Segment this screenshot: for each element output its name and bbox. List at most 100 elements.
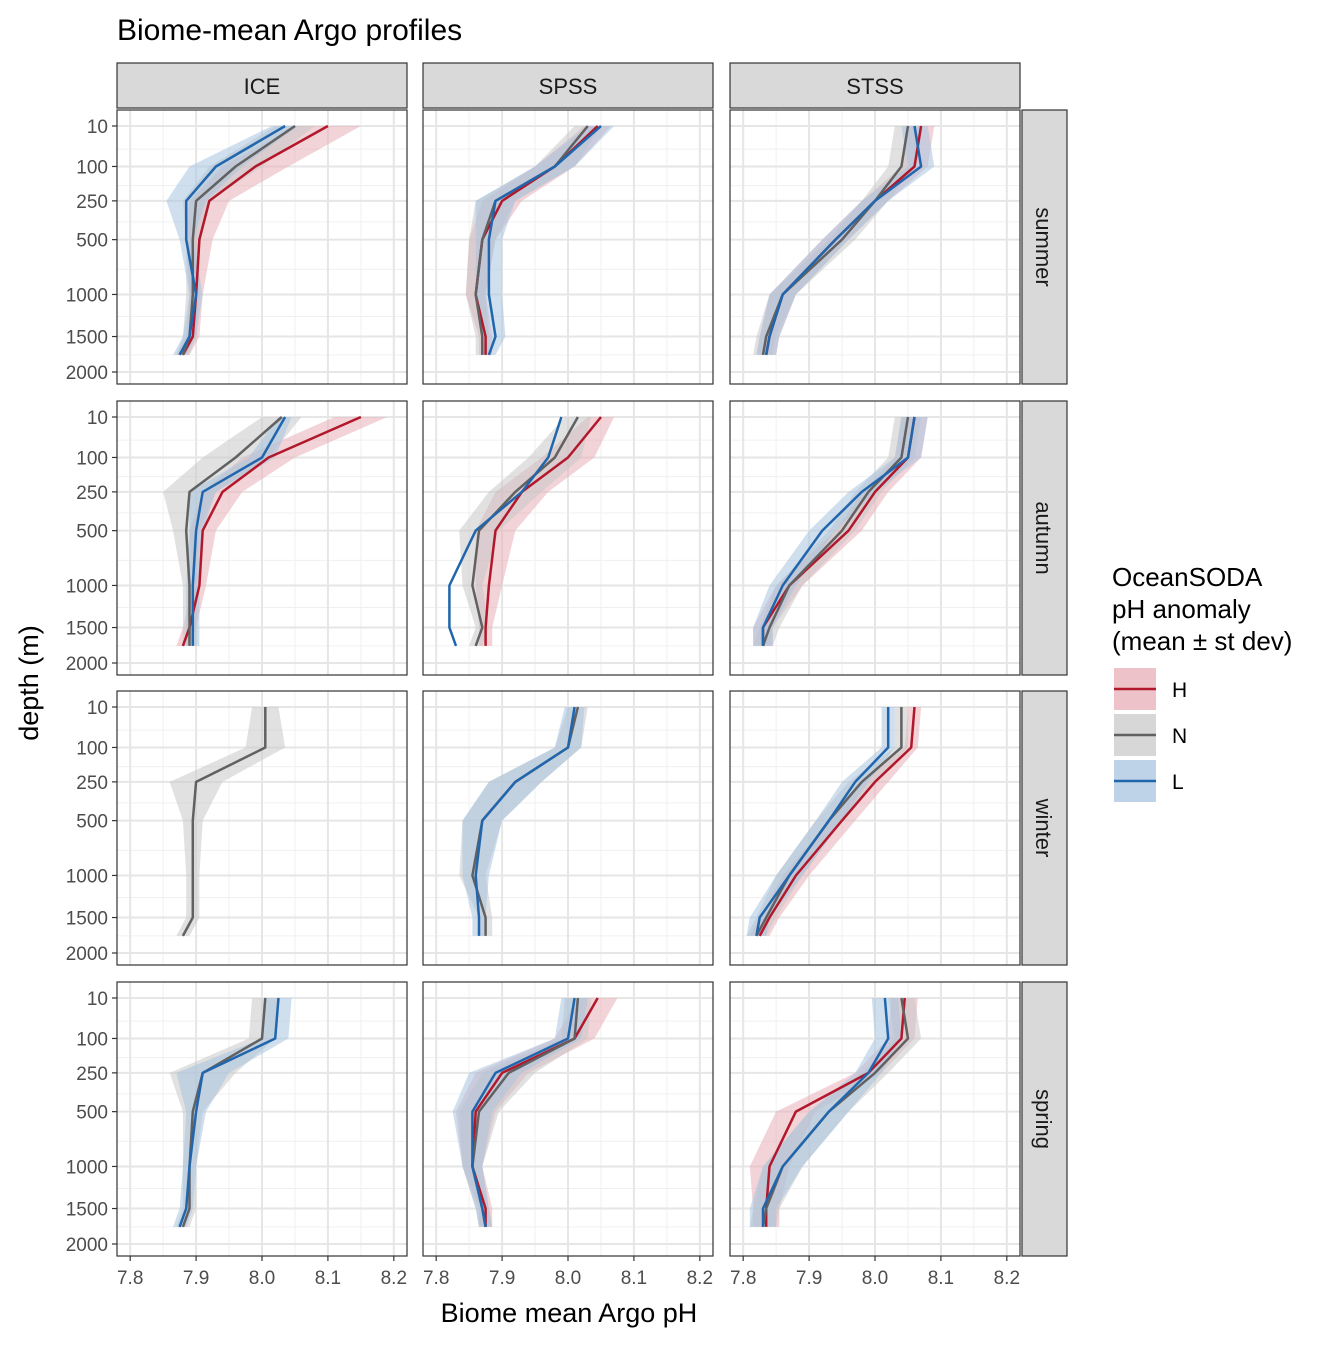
ribbon-n <box>163 417 302 646</box>
x-tick-label: 7.8 <box>423 1268 449 1289</box>
ribbon-n <box>459 417 592 646</box>
panel-winter-stss <box>729 690 1021 966</box>
panel-winter-spss <box>422 690 714 966</box>
facet-strip-label-autumn: autumn <box>1031 501 1056 574</box>
panel-border <box>729 400 1021 676</box>
profile-line-l <box>474 706 576 936</box>
y-tick-label: 250 <box>76 1064 108 1085</box>
y-tick-label: 250 <box>76 483 108 504</box>
x-tick-label: 8.1 <box>621 1268 647 1289</box>
y-tick-label: 500 <box>76 1103 108 1124</box>
y-tick-label: 1500 <box>66 619 108 640</box>
profile-line-n <box>761 416 910 647</box>
y-tick-label: 1500 <box>66 909 108 930</box>
ribbon-l <box>166 126 299 355</box>
facet-strip-label-spss: SPSS <box>539 74 598 99</box>
profile-line-l <box>178 124 286 356</box>
panel-autumn-spss <box>422 400 714 676</box>
legend-label-n: N <box>1172 725 1187 748</box>
profile-line-h <box>758 706 916 937</box>
profile-line-l <box>471 997 576 1228</box>
facet-strip-autumn <box>1021 400 1068 676</box>
panel-border <box>729 690 1021 966</box>
panel-border <box>422 109 714 385</box>
profile-line-l <box>761 416 916 646</box>
facet-strip-label-summer: summer <box>1031 207 1056 286</box>
panel-border <box>116 109 408 385</box>
ribbon-l <box>475 126 615 355</box>
panel-summer-stss <box>729 109 1021 385</box>
panel-winter-ice <box>116 690 408 966</box>
y-tick-label: 500 <box>76 522 108 543</box>
y-tick-label: 100 <box>76 738 108 759</box>
y-tick-label: 2000 <box>66 363 108 384</box>
facet-strip-spss <box>422 62 714 109</box>
x-tick-label: 8.1 <box>928 1268 954 1289</box>
profile-line-l <box>191 416 287 646</box>
legend-title-line-1: OceanSODA <box>1112 562 1263 592</box>
x-tick-label: 8.2 <box>687 1268 713 1289</box>
facet-strip-summer <box>1021 109 1068 385</box>
panel-summer-ice <box>116 109 408 385</box>
panel-border <box>729 109 1021 385</box>
facet-strip-ice <box>116 62 408 109</box>
y-tick-label: 100 <box>76 448 108 469</box>
y-axis-title: depth (m) <box>14 625 44 741</box>
x-tick-label: 8.2 <box>381 1268 407 1289</box>
panel-grid: ICE SPSS STSS summer 10 100 250 500 1000 1500 2000… <box>66 62 1068 1289</box>
x-tick-label: 7.8 <box>730 1268 756 1289</box>
y-tick-label: 2000 <box>66 654 108 675</box>
y-tick-label: 2000 <box>66 1235 108 1256</box>
y-tick-label: 10 <box>87 698 108 719</box>
x-tick-label: 8.0 <box>555 1268 581 1289</box>
facet-strip-label-stss: STSS <box>846 74 903 99</box>
x-tick-label: 7.9 <box>489 1268 515 1289</box>
legend: OceanSODA pH anomaly (mean ± st dev) HNL <box>1112 562 1292 802</box>
legend-title-line-3: (mean ± st dev) <box>1112 626 1292 656</box>
y-tick-label: 10 <box>87 989 108 1010</box>
y-tick-label: 500 <box>76 812 108 833</box>
profile-line-l <box>448 416 563 647</box>
y-tick-label: 1000 <box>66 285 108 306</box>
x-tick-label: 8.0 <box>862 1268 888 1289</box>
profile-line-h <box>181 124 329 356</box>
ribbon-n <box>169 707 286 936</box>
profile-line-n <box>761 125 910 356</box>
x-tick-label: 8.0 <box>249 1268 275 1289</box>
y-tick-label: 1500 <box>66 328 108 349</box>
profile-line-l <box>487 125 602 356</box>
profile-line-h <box>484 416 602 646</box>
profile-line-n <box>184 416 283 646</box>
facet-strip-winter <box>1021 690 1068 966</box>
legend-title-line-2: pH anomaly <box>1112 594 1251 624</box>
panel-spring-ice <box>116 981 408 1257</box>
y-tick-label: 250 <box>76 773 108 794</box>
profile-line-n <box>181 997 267 1228</box>
y-tick-label: 1000 <box>66 576 108 597</box>
panel-border <box>116 400 408 676</box>
panel-autumn-ice <box>116 400 408 676</box>
panel-autumn-stss <box>729 400 1021 676</box>
y-tick-label: 10 <box>87 117 108 138</box>
ribbon-l <box>749 998 902 1227</box>
profile-line-l <box>764 125 923 356</box>
panel-spring-stss <box>729 981 1021 1257</box>
ribbon-l <box>186 417 292 646</box>
y-tick-label: 10 <box>87 408 108 429</box>
x-tick-label: 7.8 <box>117 1268 143 1289</box>
x-tick-label: 8.2 <box>994 1268 1020 1289</box>
profile-line-l <box>755 707 890 937</box>
x-tick-label: 8.1 <box>315 1268 341 1289</box>
facet-strip-label-spring: spring <box>1031 1089 1056 1149</box>
y-tick-label: 500 <box>76 231 108 252</box>
y-tick-label: 1000 <box>66 866 108 887</box>
profile-line-n <box>471 416 579 647</box>
x-tick-label: 7.9 <box>183 1268 209 1289</box>
chart-title: Biome-mean Argo profiles <box>117 14 462 47</box>
y-tick-label: 250 <box>76 192 108 213</box>
panel-border <box>422 690 714 966</box>
facet-strip-label-ice: ICE <box>244 74 281 99</box>
x-tick-label: 7.9 <box>796 1268 822 1289</box>
legend-items: HNL <box>1114 668 1187 802</box>
